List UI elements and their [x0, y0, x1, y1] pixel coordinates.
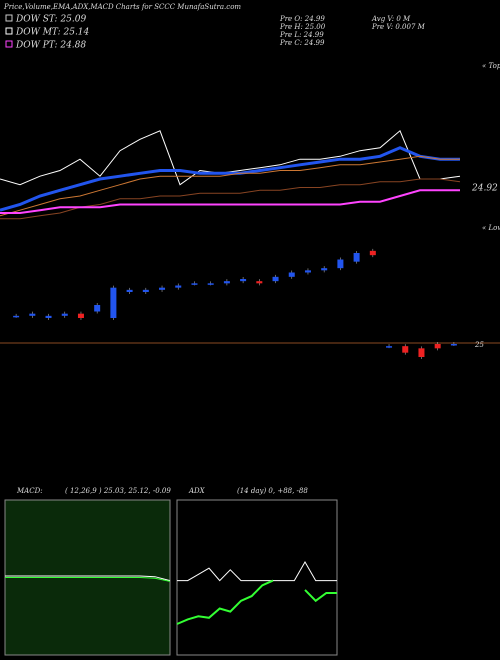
legend-label: DOW MT: 25.14: [15, 28, 90, 38]
info-text: Pre L: 24.99: [279, 31, 324, 39]
series-line: [176, 579, 337, 625]
price-label: 24.92: [471, 184, 498, 194]
series-line: [0, 189, 460, 214]
candle-body: [353, 253, 360, 262]
candle-body: [272, 276, 279, 282]
panel-title: MACD:: [16, 487, 43, 495]
tops-label: « Tops: [482, 62, 500, 70]
series-line: [0, 146, 460, 212]
panel-subtitle: ( 12,26,9 ) 25.03, 25.12, -0.09: [65, 487, 171, 495]
candle-body: [256, 281, 263, 284]
candle-body: [402, 346, 409, 353]
candle-body: [418, 348, 425, 357]
candle-body: [13, 315, 20, 318]
candle-body: [191, 283, 198, 285]
candle-body: [77, 313, 84, 318]
candle-body: [304, 270, 311, 273]
candle-body: [337, 259, 344, 269]
candle-body: [61, 313, 68, 316]
candle-body: [321, 268, 328, 271]
panel-subtitle: (14 day) 0, +88, -88: [237, 487, 308, 495]
candle-body: [434, 344, 441, 349]
candle-body: [288, 272, 295, 277]
candle-body: [142, 289, 149, 292]
candle-body: [175, 285, 182, 288]
panel-title: ADX: [188, 487, 206, 495]
candle-body: [29, 313, 36, 316]
lows-label: « Lows: [482, 224, 500, 232]
legend-label: DOW PT: 24.88: [15, 41, 86, 51]
legend-swatch: [5, 27, 13, 35]
info-text: Pre O: 24.99: [279, 15, 325, 23]
series-line: [5, 575, 171, 582]
info-text: Avg V: 0 M: [371, 15, 411, 23]
series-line: [0, 155, 460, 217]
legend-label: DOW ST: 25.09: [15, 15, 86, 25]
candle-body: [369, 250, 376, 256]
page-title: Price,Volume,EMA,ADX,MACD Charts for SCC…: [3, 3, 241, 11]
info-text: Pre V: 0.007 M: [371, 23, 426, 31]
candle-body: [159, 287, 166, 290]
price-label: 25: [474, 341, 484, 349]
legend-swatch: [5, 40, 13, 48]
candle-body: [207, 283, 214, 285]
series-line: [177, 560, 337, 582]
candle-body: [450, 344, 457, 346]
series-line: [5, 577, 171, 582]
series-line: [0, 129, 461, 186]
candle-body: [223, 281, 230, 284]
info-text: Pre H: 25.00: [279, 23, 326, 31]
candle-body: [386, 346, 393, 348]
candle-body: [94, 305, 101, 312]
info-text: Pre C: 24.99: [279, 39, 325, 47]
candle-body: [45, 315, 52, 318]
candle-body: [126, 289, 133, 292]
legend-swatch: [5, 14, 13, 22]
candle-body: [110, 287, 117, 318]
panel: [176, 499, 338, 656]
candle-body: [240, 279, 247, 282]
